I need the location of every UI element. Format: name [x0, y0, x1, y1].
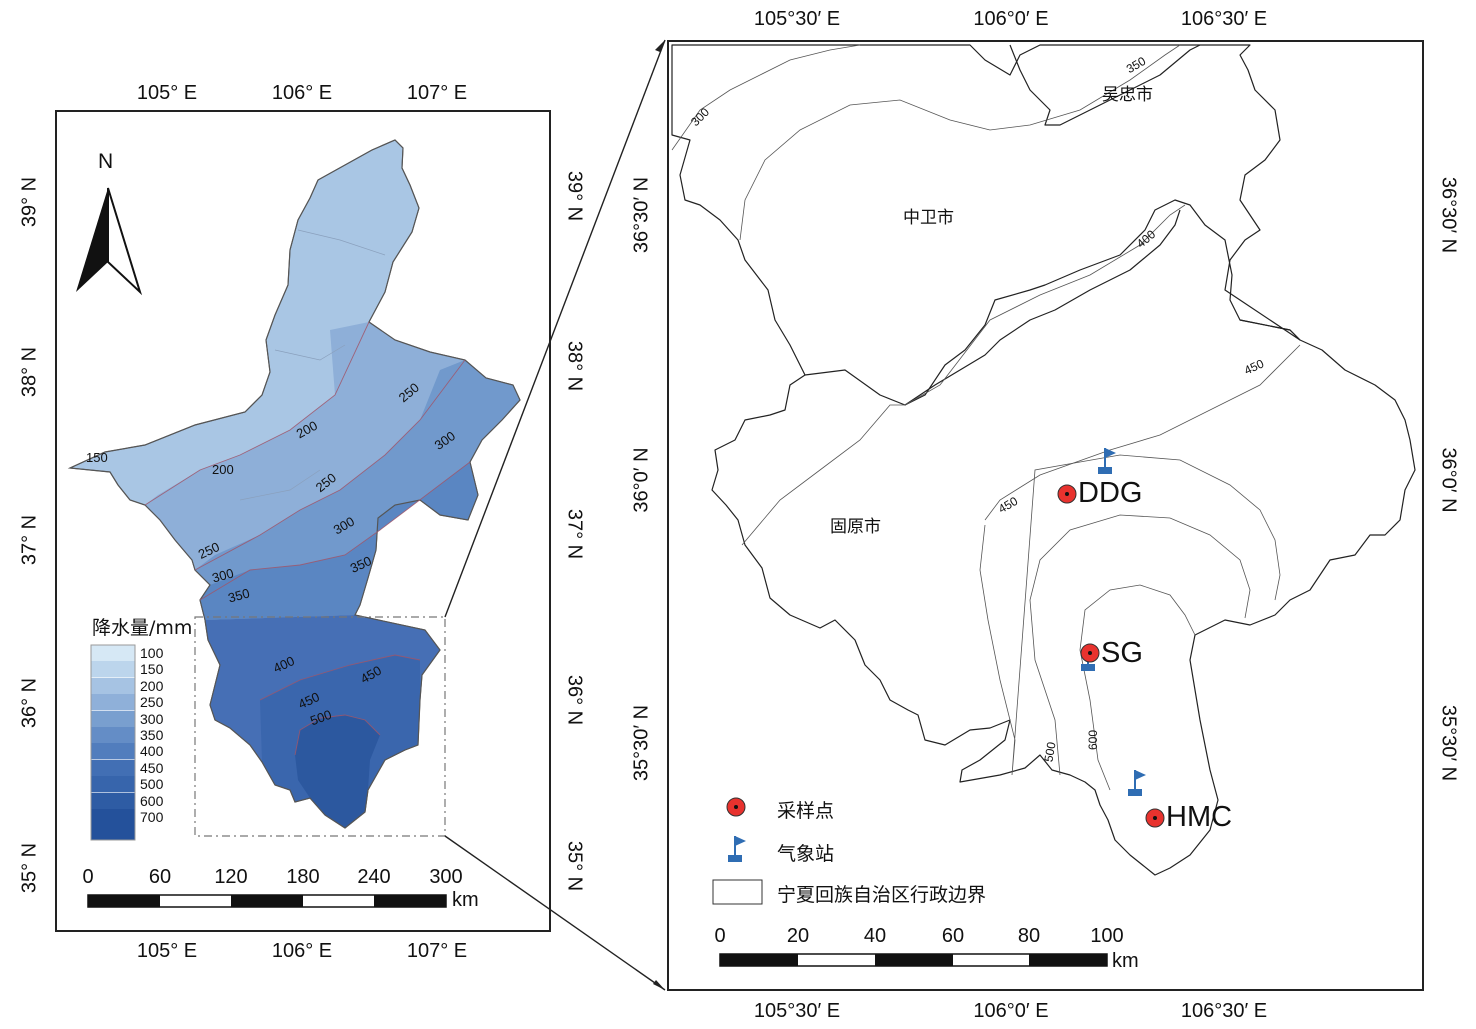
legend-label: 450 [140, 759, 164, 776]
left-bottom-tick-1: 105° E [136, 940, 198, 962]
contour-label: 600 [1086, 729, 1101, 751]
sample-point-icon [1080, 643, 1100, 663]
sample-point-icon [1145, 808, 1165, 828]
contour-600-right [1079, 584, 1196, 791]
wuzhong-boundary [1009, 44, 1201, 126]
legend-label: 150 [140, 661, 164, 678]
legend-label: 350 [140, 727, 164, 744]
city-label-guyuan: 固原市 [830, 517, 881, 537]
legend-label: 600 [140, 792, 164, 809]
legend-labels: 100 150 200 250 300 350 400 450 500 600 … [140, 645, 163, 825]
north-arrow-icon [76, 187, 143, 296]
right-map-frame [667, 40, 1424, 991]
legend-title: 降水量/mm [92, 617, 193, 639]
right-rlat-tick-3: 35°30′ N [1437, 704, 1460, 782]
legend-sample-point-label: 采样点 [777, 800, 835, 822]
scalebar-label: 60 [941, 925, 965, 947]
site-label-ddg: DDG [1078, 477, 1143, 509]
contour-label: 200 [212, 462, 234, 477]
corridor-boundary [904, 209, 1181, 406]
legend-sample-point-icon [726, 797, 746, 817]
contour-400-right [741, 204, 1186, 546]
connector-top [444, 39, 666, 618]
contour-200 [144, 321, 370, 506]
scalebar-label: 0 [82, 866, 94, 888]
precip-zone-350 [200, 462, 478, 620]
weather-station-icon [1128, 770, 1146, 796]
left-top-tick-3: 107° E [406, 82, 468, 104]
contour-500 [294, 714, 381, 756]
legend-label: 250 [140, 694, 164, 711]
legend-label: 100 [140, 645, 164, 661]
left-top-tick-2: 106° E [271, 82, 333, 104]
inset-extent-box [194, 616, 446, 837]
scalebar-label: 60 [148, 866, 172, 888]
right-bottom-tick-3: 106°30′ E [1180, 1000, 1268, 1022]
left-top-tick-1: 105° E [136, 82, 198, 104]
left-bottom-tick-2: 106° E [271, 940, 333, 962]
contour-300 [199, 461, 471, 601]
right-top-tick-3: 106°30′ E [1180, 8, 1268, 30]
scalebar-label: 240 [357, 866, 391, 888]
legend-label: 300 [140, 710, 164, 727]
site-label-hmc: HMC [1166, 801, 1233, 833]
legend-boundary-label: 宁夏回族自治区行政边界 [777, 884, 987, 906]
right-lat-tick-2: 36°0′ N [630, 447, 653, 513]
scalebar-unit: km [1112, 950, 1139, 972]
weather-station-icon [1098, 448, 1116, 474]
city-label-wuzhong: 吴忠市 [1102, 85, 1153, 105]
sample-point-icon [1057, 484, 1077, 504]
right-bottom-tick-1: 105°30′ E [753, 1000, 841, 1022]
right-lat-tick-3: 35°30′ N [630, 704, 653, 782]
scalebar-unit: km [452, 889, 479, 911]
zhongwei-boundary [671, 44, 1301, 406]
contour-450-right [984, 344, 1301, 521]
right-rlat-tick-2: 36°0′ N [1437, 447, 1460, 513]
contour-250 [194, 359, 466, 571]
contour-label: 150 [86, 450, 108, 465]
right-lat-tick-1: 36°30′ N [630, 176, 653, 254]
scalebar-label: 40 [863, 925, 887, 947]
right-scalebar [719, 953, 1108, 967]
contour-300-right [671, 44, 861, 151]
legend-station-label: 气象站 [777, 843, 835, 865]
contour-400 [259, 654, 421, 701]
contour-350-right [739, 44, 1181, 241]
precip-zone-300 [195, 360, 520, 620]
north-label: N [98, 150, 114, 173]
contour-500-right [1029, 514, 1251, 776]
scalebar-label: 80 [1017, 925, 1041, 947]
scalebar-label: 0 [714, 925, 726, 947]
scalebar-label: 180 [286, 866, 320, 888]
scalebar-label: 120 [214, 866, 248, 888]
ningxia-outline [67, 139, 521, 829]
legend-label: 500 [140, 776, 164, 793]
site-label-sg: SG [1101, 637, 1143, 669]
right-rlat-tick-1: 36°30′ N [1437, 176, 1460, 254]
connector-bottom [444, 835, 666, 991]
left-scalebar [87, 894, 447, 908]
scalebar-label: 20 [786, 925, 810, 947]
legend-station-icon [728, 836, 746, 862]
guyuan-boundary [711, 319, 1416, 876]
legend-label: 700 [140, 809, 164, 826]
legend-label: 200 [140, 677, 164, 694]
contour-450b-right [979, 454, 1281, 776]
city-label-zhongwei: 中卫市 [903, 208, 954, 228]
right-top-tick-2: 106°0′ E [973, 8, 1049, 30]
right-top-tick-1: 105°30′ E [753, 8, 841, 30]
left-bottom-tick-3: 107° E [406, 940, 468, 962]
legend-color-ramp [90, 644, 136, 841]
scalebar-label: 300 [429, 866, 463, 888]
precip-zone-600 [295, 715, 380, 828]
scalebar-label: 100 [1090, 925, 1124, 947]
legend-label: 400 [140, 743, 164, 760]
legend-boundary-swatch [712, 879, 763, 905]
right-bottom-tick-2: 106°0′ E [973, 1000, 1049, 1022]
